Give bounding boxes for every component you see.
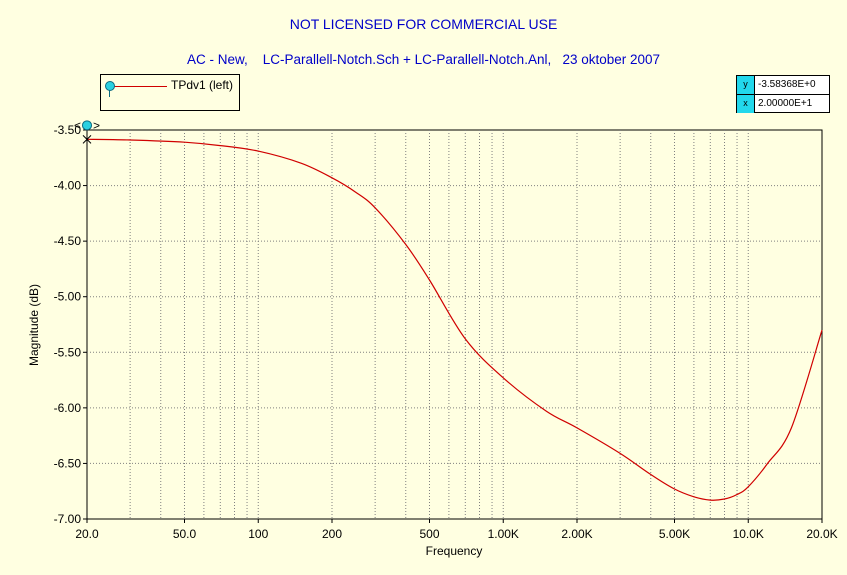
legend-line-swatch xyxy=(107,86,167,87)
readout-y-row: y -3.58368E+0 xyxy=(737,76,829,94)
x-tick-label: 20.0 xyxy=(75,527,99,541)
series-line-tpdv1 xyxy=(86,138,823,501)
y-tick-label: -6.00 xyxy=(54,401,82,415)
x-tick-label: 20.0K xyxy=(806,527,837,541)
x-tick-label: 100 xyxy=(248,527,268,541)
legend-marker-stem xyxy=(109,89,110,97)
y-tick-label: -5.50 xyxy=(54,345,82,359)
series-layer xyxy=(86,138,823,501)
cursor-readout: y -3.58368E+0 x 2.00000E+1 xyxy=(736,75,830,113)
x-tick-label: 500 xyxy=(419,527,439,541)
readout-y-value: -3.58368E+0 xyxy=(758,79,816,90)
plot-area[interactable] xyxy=(86,129,823,520)
analysis-subtitle: AC - New, LC-Parallell-Notch.Sch + LC-Pa… xyxy=(186,52,661,67)
x-tick-label: 200 xyxy=(322,527,342,541)
cursor-layer[interactable]: < > xyxy=(74,118,100,144)
y-tick-label: -3.50 xyxy=(54,123,82,137)
x-tick-label: 50.0 xyxy=(173,527,197,541)
x-tick-label: 5.00K xyxy=(659,527,690,541)
cursor-handle-icon[interactable] xyxy=(82,120,92,131)
y-tick-label: -4.00 xyxy=(54,179,82,193)
cursor-left-arrow-icon[interactable]: < xyxy=(74,118,81,132)
legend-box[interactable]: TPdv1 (left) xyxy=(100,74,240,111)
y-tick-label: -7.00 xyxy=(54,512,82,526)
x-axis-label: Frequency xyxy=(426,544,483,558)
x-tick-label: 1.00K xyxy=(488,527,519,541)
license-banner: NOT LICENSED FOR COMMERCIAL USE xyxy=(289,16,558,32)
grid-lines xyxy=(87,130,822,519)
x-tick-label: 2.00K xyxy=(561,527,592,541)
cursor-cross[interactable] xyxy=(82,134,92,144)
readout-x-key: x xyxy=(737,95,755,113)
legend-label: TPdv1 (left) xyxy=(171,78,234,92)
readout-x-row: x 2.00000E+1 xyxy=(737,94,829,113)
y-tick-label: -6.50 xyxy=(54,456,82,470)
y-tick-label: -4.50 xyxy=(54,234,82,248)
y-axis-label: Magnitude (dB) xyxy=(27,284,41,366)
y-tick-label: -5.00 xyxy=(54,290,82,304)
readout-y-key: y xyxy=(737,76,755,94)
legend-marker-icon[interactable] xyxy=(105,81,115,91)
cursor-right-arrow-icon[interactable]: > xyxy=(93,118,100,132)
x-tick-label: 10.0K xyxy=(733,527,764,541)
tick-labels: 20.0 50.0 100 200 500 1.00K 2.00K 5.00K 10.0K 20.… xyxy=(54,123,838,541)
readout-x-value: 2.00000E+1 xyxy=(758,98,813,109)
